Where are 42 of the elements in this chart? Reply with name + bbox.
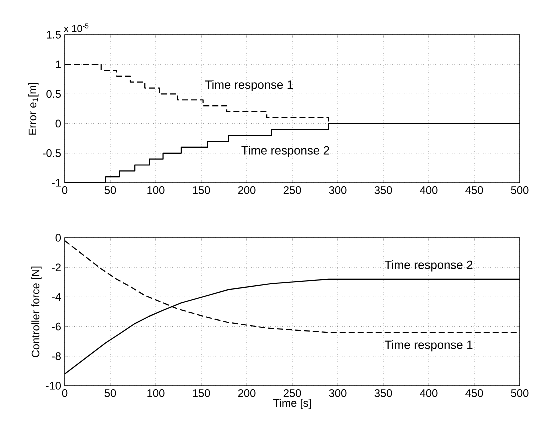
x-tick-label: 450: [466, 186, 484, 194]
y-tick-label: -2: [52, 264, 61, 272]
x-tick-label: 300: [329, 390, 347, 398]
x-tick-label: 100: [148, 186, 165, 194]
text: x 10$^{-5}$: [64, 24, 89, 32]
x-tick-label: 300: [329, 186, 347, 194]
y-tick-label: -6: [52, 322, 61, 331]
x-tick-label: 250: [284, 186, 302, 194]
x-tick-label: 150: [193, 390, 210, 398]
series-label: Time response 2: [384, 260, 473, 272]
x-tick-label: 50: [104, 390, 116, 398]
y-tick-label: 0.5: [46, 90, 62, 98]
x-tick-label: 400: [420, 390, 438, 398]
y-tick-label: 0: [56, 120, 62, 128]
x-tick-label: 350: [374, 186, 392, 194]
x-tick-label: 50: [104, 186, 116, 194]
y-tick-label: -8: [52, 352, 61, 360]
x-tick-label: 500: [511, 186, 529, 194]
series-label: Time response 2: [242, 146, 330, 158]
x-tick-label: 200: [238, 186, 256, 194]
y-tick-label: 0: [56, 234, 62, 242]
x-tick-label: 0: [62, 390, 68, 398]
x-tick-label: 100: [148, 390, 165, 398]
x-tick-label: 500: [511, 390, 529, 398]
x-tick-label: 150: [193, 186, 210, 194]
x-axis-title: Time [s]: [273, 399, 311, 410]
series-label: Time response 1: [205, 80, 294, 92]
y-tick-label: 1: [56, 60, 61, 68]
y-axis-title: Error e$_{1}$[m]: [28, 83, 39, 135]
x-tick-label: 350: [374, 390, 392, 398]
y-tick-label: -10: [46, 382, 62, 390]
y-tick-label: -0.5: [43, 150, 62, 158]
x-tick-label: 250: [284, 390, 302, 398]
y-tick-label: 1.5: [47, 31, 62, 39]
y-tick-label: -4: [52, 293, 62, 301]
series-label: Time response 1: [384, 340, 473, 352]
y-axis-title: Controller force [N]: [32, 266, 42, 358]
x-tick-label: 0: [62, 186, 68, 194]
x-tick-label: 450: [466, 390, 484, 398]
y-tick-label: -1: [52, 179, 61, 187]
x-tick-label: 200: [238, 390, 256, 398]
x-tick-label: 400: [420, 186, 438, 194]
